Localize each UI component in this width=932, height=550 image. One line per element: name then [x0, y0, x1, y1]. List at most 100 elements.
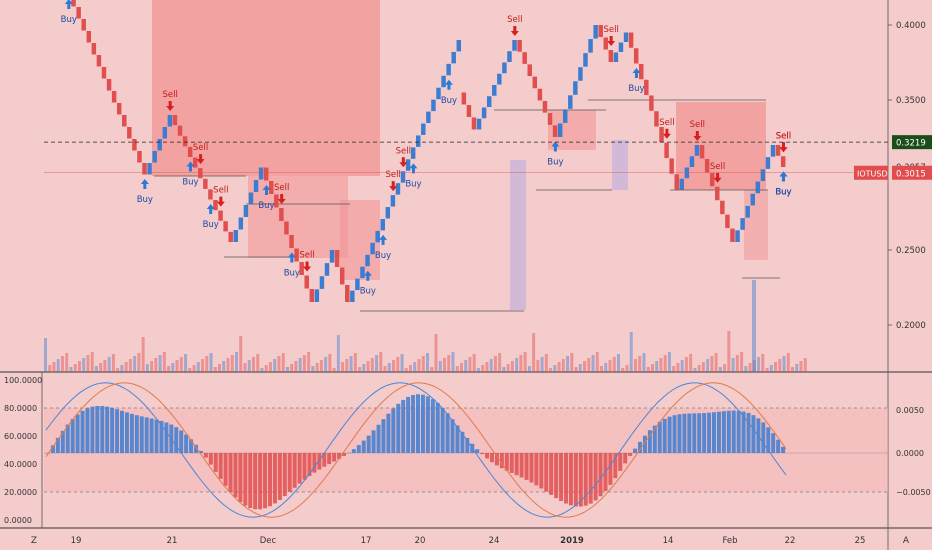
volume-bar	[90, 352, 94, 372]
osc-hist-bar	[509, 453, 514, 473]
renko-brick	[355, 278, 360, 291]
volume-bar	[226, 358, 230, 372]
renko-brick	[243, 205, 249, 217]
osc-hist-bar	[120, 410, 124, 453]
symbol-tag-text: IOTUSD	[857, 169, 888, 178]
osc-hist-bar	[282, 453, 287, 497]
osc-hist-bar	[430, 399, 435, 453]
sell-arrow-icon	[713, 172, 722, 183]
volume-bar	[82, 358, 86, 372]
volume-bar	[765, 368, 769, 372]
volume-bar	[617, 354, 620, 372]
renko-brick	[476, 118, 482, 130]
volume-bar	[735, 355, 739, 372]
osc-hist-bar	[524, 453, 529, 480]
volume-bar	[69, 367, 73, 372]
osc-hist-bar	[460, 431, 465, 453]
volume-bar	[273, 359, 277, 372]
osc-hist-bar	[721, 411, 726, 453]
buy-label: Buy	[775, 188, 791, 198]
volume-bar	[744, 366, 748, 372]
volume-bar	[684, 357, 688, 372]
osc-hist-bar	[662, 418, 667, 453]
sell-label: Sell	[162, 90, 177, 100]
renko-brick	[583, 53, 588, 67]
volume-bar	[302, 355, 306, 372]
auto-scale-button[interactable]: A	[903, 536, 910, 546]
renko-brick	[659, 127, 664, 143]
osc-hist-bar	[682, 413, 687, 453]
sell-arrow-icon	[662, 128, 671, 139]
buy-label: Buy	[547, 158, 563, 168]
osc-hist-bar	[534, 453, 539, 486]
volume-bar	[515, 358, 519, 372]
volume-bar	[625, 365, 629, 372]
volume-bar	[396, 357, 400, 372]
renko-brick	[441, 75, 446, 88]
sell-arrow-icon	[216, 196, 225, 207]
osc-hist-bar	[391, 408, 396, 453]
osc-right-tick: −0.0050	[896, 488, 931, 497]
osc-hist-bar	[174, 427, 179, 453]
volume-bar	[672, 366, 676, 372]
renko-brick	[345, 285, 350, 302]
osc-hist-bar	[776, 439, 781, 453]
y-tick-label: 0.3500	[896, 96, 926, 106]
renko-brick	[309, 289, 315, 302]
volume-bar	[332, 368, 336, 372]
renko-brick	[192, 157, 198, 168]
renko-brick	[623, 32, 629, 42]
volume-bar	[544, 354, 548, 372]
volume-bar	[710, 356, 714, 372]
renko-brick	[446, 63, 451, 76]
volume-bar	[328, 354, 332, 372]
renko-brick	[269, 181, 274, 194]
volume-bar	[498, 353, 502, 372]
osc-hist-bar	[583, 453, 588, 506]
osc-hist-bar	[277, 453, 282, 500]
osc-hist-bar	[702, 413, 707, 453]
volume-bar	[222, 361, 226, 372]
sell-label: Sell	[776, 131, 791, 141]
scale-z-button[interactable]: Z	[31, 536, 37, 546]
volume-bar	[638, 356, 642, 372]
renko-brick	[522, 52, 527, 64]
volume-bar	[353, 353, 357, 372]
renko-brick	[208, 189, 213, 200]
volume-bar	[455, 366, 459, 372]
osc-hist-bar	[736, 410, 741, 453]
renko-brick	[497, 73, 502, 85]
volume-bar	[120, 365, 124, 372]
sell-label: Sell	[213, 186, 228, 196]
renko-brick	[664, 142, 669, 158]
volume-bar	[298, 358, 302, 372]
renko-brick	[593, 25, 598, 39]
renko-brick	[162, 127, 168, 139]
renko-brick	[537, 88, 543, 101]
renko-brick	[213, 200, 218, 211]
osc-hist-bar	[179, 430, 184, 453]
osc-hist-bar	[588, 453, 593, 504]
price-tags: 0.32190.3057IOTUSD0.3015	[44, 135, 932, 180]
volume-bar	[600, 366, 604, 372]
osc-hist-bar	[149, 418, 154, 453]
renko-brick	[709, 172, 715, 187]
buy-label: Buy	[441, 96, 457, 106]
osc-hist-bar	[554, 453, 559, 499]
volume-bar	[451, 352, 455, 372]
volume-bar	[205, 356, 209, 372]
renko-brick	[182, 136, 188, 147]
buy-label: Buy	[61, 15, 77, 25]
volume-bar	[561, 359, 565, 372]
renko-brick	[142, 163, 147, 175]
sell-label: Sell	[690, 120, 705, 130]
osc-hist-bar	[613, 453, 618, 479]
osc-hist-bar	[450, 419, 455, 453]
osc-d-line	[45, 382, 787, 518]
buy-arrow-icon	[409, 163, 418, 174]
renko-brick	[562, 109, 568, 123]
osc-hist-bar	[766, 427, 771, 453]
volume-bar	[438, 361, 442, 372]
